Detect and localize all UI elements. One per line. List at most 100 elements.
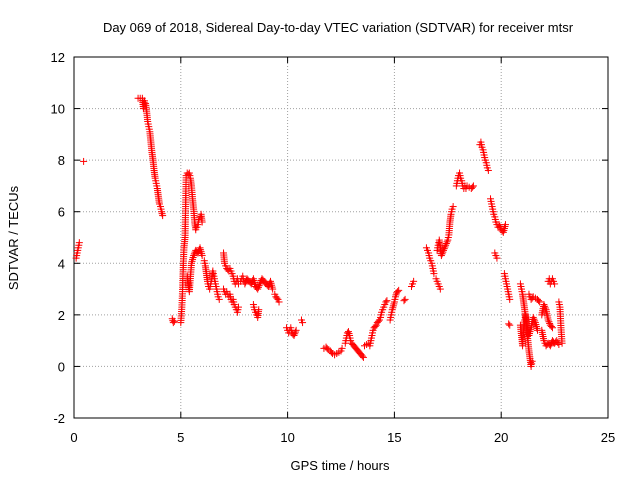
data-point — [382, 298, 390, 306]
data-point — [437, 252, 445, 260]
data-point — [547, 322, 555, 330]
data-point — [529, 313, 537, 321]
data-point — [394, 288, 402, 296]
data-point — [440, 246, 448, 254]
data-point — [443, 238, 451, 246]
data-point — [493, 254, 501, 262]
data-point — [273, 294, 281, 302]
data-point — [269, 285, 277, 293]
data-point — [541, 302, 549, 310]
data-point — [484, 166, 492, 174]
data-point — [383, 297, 391, 305]
data-point — [390, 300, 398, 308]
data-point — [256, 280, 264, 288]
data-point — [530, 315, 538, 323]
data-point — [449, 203, 457, 211]
data-point — [344, 328, 352, 336]
x-tick-label: 0 — [70, 430, 77, 445]
data-point — [401, 295, 409, 303]
data-point — [198, 252, 206, 260]
data-point — [169, 319, 177, 327]
plot-frame — [73, 56, 609, 419]
data-point — [506, 295, 514, 303]
data-point — [290, 331, 298, 339]
data-point — [535, 297, 543, 305]
data-point — [536, 298, 544, 306]
data-point — [299, 319, 307, 327]
data-point — [159, 212, 167, 220]
y-tick-label: 2 — [58, 308, 65, 323]
data-point — [338, 344, 346, 352]
data-point — [75, 239, 83, 247]
data-point — [215, 295, 223, 303]
data-point — [189, 255, 197, 263]
data-point — [241, 280, 249, 288]
data-point — [198, 218, 206, 226]
data-points — [72, 94, 566, 370]
x-tick-label: 25 — [601, 430, 615, 445]
data-point — [410, 277, 418, 285]
y-tick-label: 4 — [58, 256, 65, 271]
y-tick-label: 10 — [51, 102, 65, 117]
data-point — [555, 341, 563, 349]
data-point — [528, 357, 536, 365]
data-point — [551, 280, 559, 288]
x-tick-label: 15 — [387, 430, 401, 445]
data-point — [371, 322, 379, 330]
data-point — [255, 282, 263, 290]
x-tick-label: 20 — [494, 430, 508, 445]
data-point — [540, 301, 548, 309]
plot-border — [73, 56, 609, 419]
data-point — [292, 326, 300, 334]
data-point — [359, 353, 367, 361]
data-point — [546, 342, 554, 350]
data-point — [400, 297, 408, 305]
y-axis-ticks: -2 0 2 4 6 8 10 12 — [51, 50, 608, 426]
x-axis-ticks: 0 5 10 15 20 25 — [70, 57, 615, 445]
data-point — [389, 302, 397, 310]
y-tick-label: 8 — [58, 153, 65, 168]
chart-title: Day 069 of 2018, Sidereal Day-to-day VTE… — [103, 20, 574, 35]
data-point — [389, 304, 397, 312]
data-point — [501, 221, 509, 229]
data-point — [255, 306, 263, 314]
y-tick-label: -2 — [53, 411, 65, 426]
data-point — [439, 248, 447, 256]
x-tick-label: 5 — [177, 430, 184, 445]
data-point — [291, 328, 299, 336]
x-axis-label: GPS time / hours — [291, 458, 390, 473]
data-point — [441, 243, 449, 251]
data-point — [541, 304, 549, 312]
data-point — [275, 298, 283, 306]
y-axis-label: SDTVAR / TECUs — [6, 185, 21, 290]
grid-lines — [74, 57, 608, 418]
data-point — [169, 317, 177, 325]
data-point — [170, 317, 178, 325]
x-tick-label: 10 — [280, 430, 294, 445]
data-point — [430, 270, 438, 278]
data-point — [254, 285, 262, 293]
data-point — [442, 240, 450, 248]
data-point — [374, 317, 382, 325]
data-point — [468, 183, 476, 191]
data-point — [358, 352, 366, 360]
data-point — [442, 241, 450, 249]
data-point — [505, 320, 513, 328]
data-point — [234, 303, 242, 311]
data-point — [440, 245, 448, 253]
data-point — [546, 319, 554, 327]
data-point — [190, 252, 198, 260]
data-point — [80, 157, 88, 165]
data-point — [558, 339, 566, 347]
data-point — [495, 221, 503, 229]
data-point — [291, 330, 299, 338]
y-tick-label: 0 — [58, 359, 65, 374]
data-point — [548, 324, 556, 332]
data-point — [544, 316, 552, 324]
data-point — [158, 210, 166, 218]
data-point — [506, 321, 514, 329]
data-point — [438, 250, 446, 258]
data-point — [469, 182, 477, 190]
y-tick-label: 6 — [58, 205, 65, 220]
